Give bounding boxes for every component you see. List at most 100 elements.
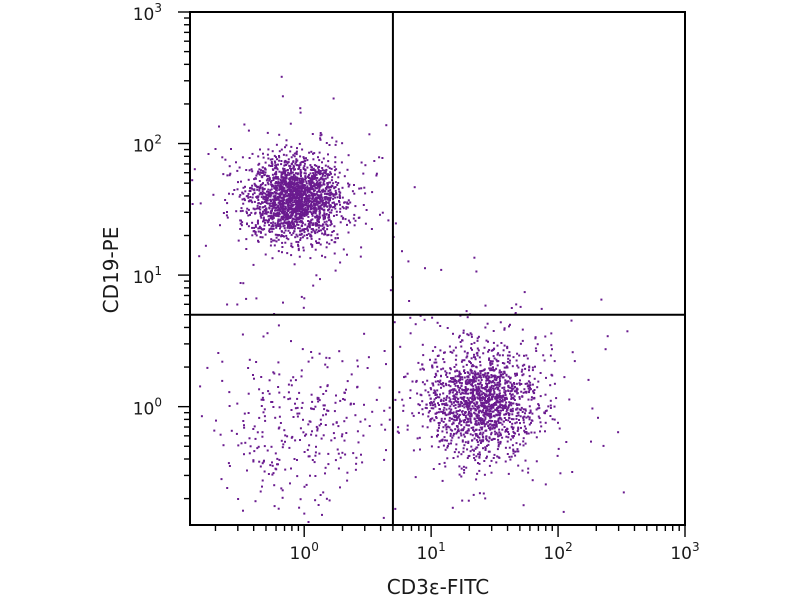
data-point-pop2: [502, 409, 504, 412]
data-point-pop2: [446, 395, 449, 398]
data-point-pop1: [271, 163, 274, 166]
data-point-pop1: [241, 221, 244, 224]
data-point-pop1: [324, 217, 326, 220]
data-point-pop1: [282, 188, 285, 191]
data-point-pop1: [357, 216, 360, 219]
data-point-pop2: [488, 382, 490, 385]
data-point-pop1: [312, 181, 315, 184]
data-point-pop3: [273, 505, 276, 508]
data-point-pop2: [516, 392, 519, 395]
data-point-pop1: [326, 205, 329, 208]
data-point-pop2: [473, 430, 476, 433]
data-point-pop1: [267, 188, 270, 191]
data-point-pop2: [478, 392, 481, 395]
data-point-pop1: [293, 230, 296, 233]
data-point-pop1: [267, 193, 270, 196]
data-point-pop2: [485, 410, 488, 413]
data-point-pop1: [252, 263, 255, 266]
data-point-pop2: [487, 400, 490, 403]
data-point-pop1: [260, 196, 263, 199]
data-point-pop1: [322, 223, 325, 226]
data-point-pop2: [474, 380, 477, 383]
data-point-pop3: [345, 388, 347, 391]
data-point-pop1: [277, 206, 280, 209]
data-point-pop2: [486, 322, 489, 325]
data-point-pop1: [222, 212, 225, 214]
data-point-pop2: [441, 402, 444, 405]
data-point-pop1: [281, 241, 284, 244]
data-point-pop2: [488, 405, 491, 408]
data-point-pop2: [492, 423, 495, 426]
data-point-pop1: [269, 227, 272, 230]
data-point-pop1: [258, 168, 261, 171]
data-point-pop1: [413, 186, 416, 189]
data-point-pop2: [470, 400, 473, 403]
data-point-pop2: [511, 402, 514, 405]
data-point-pop2: [436, 434, 438, 437]
data-point-pop2: [499, 403, 502, 406]
data-point-pop1: [279, 181, 282, 184]
data-point-pop3: [244, 441, 247, 444]
data-point-pop1: [264, 196, 267, 198]
data-point-pop3: [343, 420, 346, 423]
data-point-pop2: [500, 396, 503, 399]
data-point-pop2: [459, 376, 462, 379]
data-point-pop1: [307, 176, 310, 179]
data-point-pop1: [275, 143, 278, 146]
data-point-pop1: [273, 244, 276, 247]
data-point-pop2: [530, 398, 533, 401]
data-point-pop1: [346, 168, 349, 171]
data-point-pop2: [450, 377, 452, 380]
data-point-pop3: [260, 376, 263, 378]
data-point-pop2: [500, 409, 502, 412]
data-point-pop2: [622, 491, 625, 494]
data-point-pop2: [474, 356, 476, 359]
data-point-pop2: [443, 411, 446, 414]
data-point-pop2: [435, 361, 438, 364]
data-point-pop3: [341, 451, 344, 454]
data-point-pop2: [509, 390, 512, 393]
data-point-pop1: [296, 212, 299, 215]
data-point-pop3: [294, 439, 297, 442]
data-point-pop1: [337, 182, 340, 184]
data-point-pop1: [249, 213, 251, 216]
data-point-pop1: [299, 194, 302, 197]
data-point-pop2: [434, 380, 437, 383]
data-point-pop2: [480, 379, 483, 381]
data-point-pop1: [311, 228, 314, 231]
data-point-pop2: [460, 434, 463, 437]
data-point-pop2: [508, 362, 511, 365]
data-point-pop2: [411, 380, 414, 383]
data-point-pop2: [565, 441, 568, 443]
data-point-pop1: [326, 225, 329, 227]
data-point-pop2: [510, 398, 513, 400]
data-point-pop1: [261, 192, 264, 195]
data-point-pop2: [454, 428, 457, 431]
data-point-pop1: [290, 189, 293, 192]
data-point-pop3: [322, 434, 325, 437]
data-point-pop1: [326, 182, 329, 184]
data-point-pop2: [463, 414, 465, 416]
data-point-pop2: [494, 426, 497, 429]
data-point-pop1: [293, 177, 296, 180]
data-point-pop1: [297, 193, 300, 196]
data-point-pop1: [274, 188, 277, 190]
data-point-pop1: [310, 211, 313, 214]
data-point-pop1: [306, 229, 309, 232]
data-point-pop1: [287, 221, 290, 224]
data-point-pop3: [383, 409, 386, 412]
data-point-pop1: [262, 172, 265, 174]
data-point-pop1: [311, 245, 314, 248]
data-point-pop2: [523, 415, 526, 418]
data-point-pop2: [509, 392, 511, 395]
data-point-pop1: [268, 179, 271, 182]
data-point-pop1: [271, 205, 274, 208]
data-point-pop1: [248, 200, 251, 203]
data-point-pop2: [456, 417, 459, 420]
data-point-pop1: [270, 225, 273, 228]
data-point-pop2: [498, 354, 501, 357]
data-point-pop1: [292, 187, 295, 190]
data-point-pop2: [533, 392, 536, 395]
data-point-pop1: [325, 201, 328, 204]
data-point-pop1: [323, 205, 326, 208]
